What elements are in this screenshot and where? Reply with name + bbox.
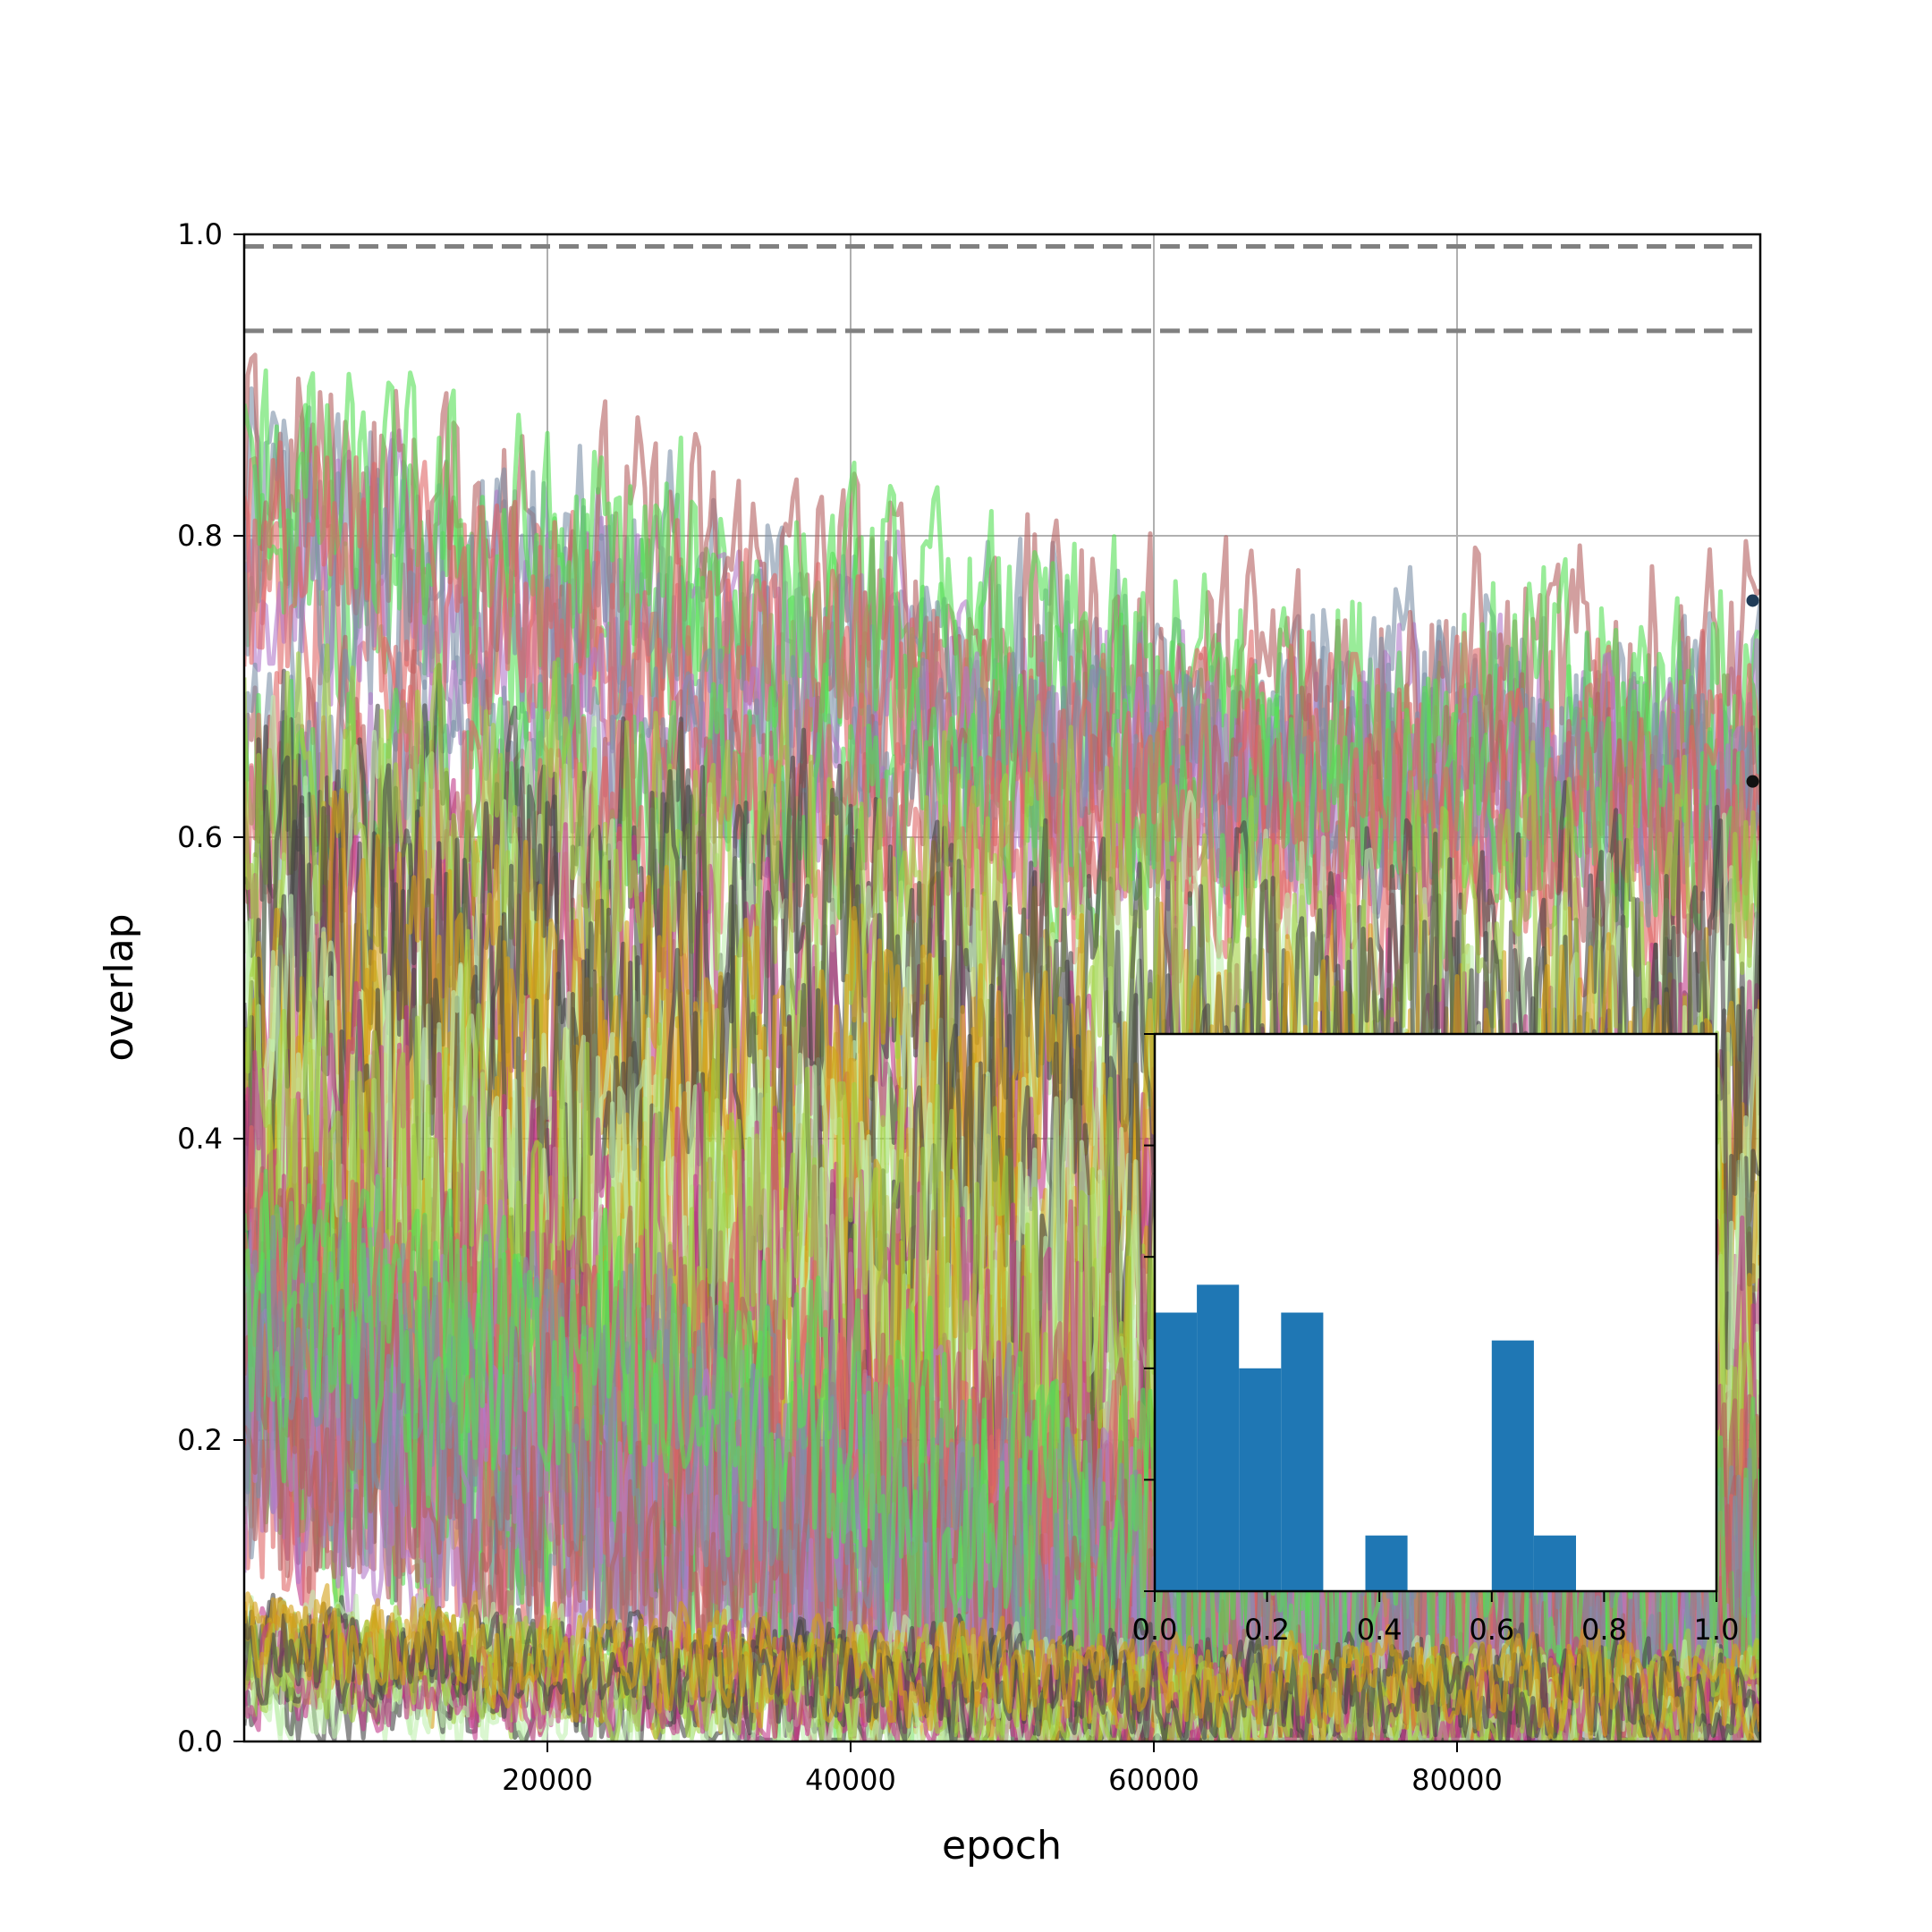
y-tick-label: 0.6 <box>177 820 223 854</box>
inset-x-tick-label: 1.0 <box>1694 1613 1740 1647</box>
x-axis-label: epoch <box>942 1823 1062 1868</box>
histogram-bar <box>1197 1284 1240 1591</box>
inset-x-tick-label: 0.2 <box>1244 1613 1290 1647</box>
inset-x-tick-label: 0.8 <box>1581 1613 1627 1647</box>
x-tick-label: 40000 <box>805 1763 896 1797</box>
x-tick-label: 20000 <box>502 1763 593 1797</box>
inset-bars <box>1155 1284 1576 1591</box>
y-tick-label: 0.0 <box>177 1724 223 1758</box>
histogram-bar <box>1239 1368 1282 1591</box>
main-x-ticks: 20000 40000 60000 80000 <box>502 1741 1503 1797</box>
main-plot-frame <box>242 233 1762 1743</box>
inset-x-tick-label: 0.6 <box>1469 1613 1514 1647</box>
y-axis-label: overlap <box>97 913 142 1061</box>
y-tick-label: 1.0 <box>177 217 223 251</box>
end-marker <box>1746 594 1759 607</box>
series-line <box>244 1606 1760 1741</box>
histogram-bar <box>1155 1312 1198 1591</box>
inset-y-ticks <box>1144 1033 1155 1592</box>
histogram-bar <box>1533 1535 1576 1591</box>
series-line <box>244 777 1760 1339</box>
end-marker <box>1746 775 1759 788</box>
x-tick-label: 60000 <box>1108 1763 1199 1797</box>
inset-x-ticks: 0.0 0.2 0.4 0.6 0.8 1.0 <box>1132 1591 1740 1647</box>
histogram-bar <box>1365 1535 1408 1591</box>
main-end-markers <box>1746 594 1759 788</box>
y-tick-label: 0.2 <box>177 1423 223 1457</box>
series-line <box>244 1590 1760 1741</box>
series-line <box>244 643 1760 1209</box>
inset-histogram: 0.0 0.2 0.4 0.6 0.8 1.0 <box>1132 1032 1740 1647</box>
y-tick-label: 0.8 <box>177 519 223 553</box>
histogram-bar <box>1491 1340 1534 1591</box>
y-tick-label: 0.4 <box>177 1122 223 1156</box>
histogram-bar <box>1281 1312 1324 1591</box>
inset-x-tick-label: 0.0 <box>1132 1613 1178 1647</box>
x-tick-label: 80000 <box>1411 1763 1503 1797</box>
series-line <box>244 657 1760 960</box>
main-reference-lines <box>244 243 1760 334</box>
inset-x-tick-label: 0.4 <box>1357 1613 1402 1647</box>
inset-frame <box>1153 1032 1718 1593</box>
main-y-ticks: 0.0 0.2 0.4 0.6 0.8 1.0 <box>177 217 244 1758</box>
